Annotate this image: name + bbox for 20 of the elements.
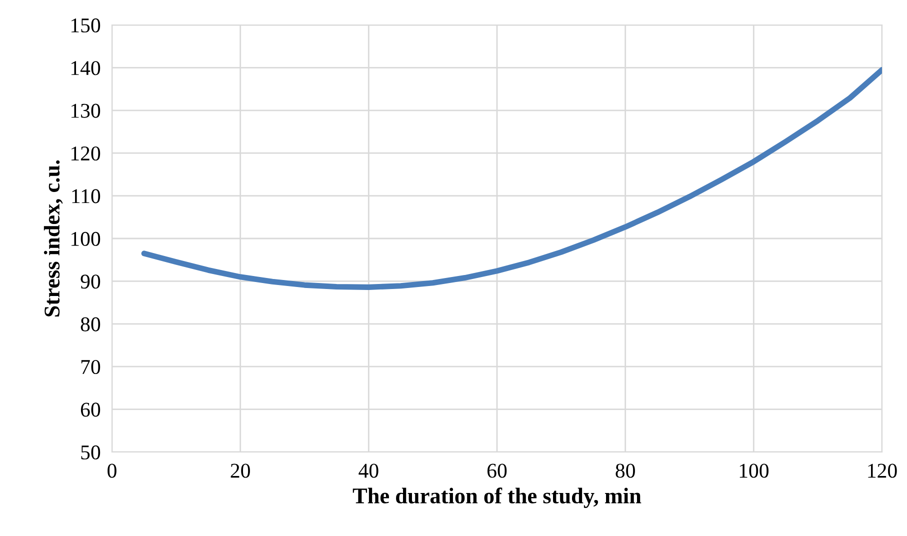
y-tick-label: 150 xyxy=(71,18,100,32)
y-tick-label: 130 xyxy=(71,104,100,118)
y-tick-label: 90 xyxy=(80,274,100,289)
x-tick-label: 120 xyxy=(868,464,897,478)
x-axis-title: The duration of the study, min xyxy=(352,488,642,508)
y-axis-title: Stress index, c.u. xyxy=(44,160,63,316)
x-tick-label: 80 xyxy=(616,464,635,478)
y-tick-label: 70 xyxy=(81,360,100,374)
x-tick-label: 40 xyxy=(358,464,378,478)
x-tick-label: 100 xyxy=(740,464,768,478)
x-tick-label: 60 xyxy=(487,464,507,478)
y-tick-label: 110 xyxy=(72,189,100,204)
y-tick-label: 100 xyxy=(71,232,100,246)
x-tick-label: 0 xyxy=(108,464,116,478)
y-tick-label: 140 xyxy=(71,61,100,76)
y-tick-label: 50 xyxy=(81,445,100,460)
y-tick-label: 120 xyxy=(71,146,100,161)
x-tick-label: 20 xyxy=(230,464,250,478)
y-tick-label: 60 xyxy=(80,402,100,417)
y-tick-label: 80 xyxy=(80,317,100,332)
